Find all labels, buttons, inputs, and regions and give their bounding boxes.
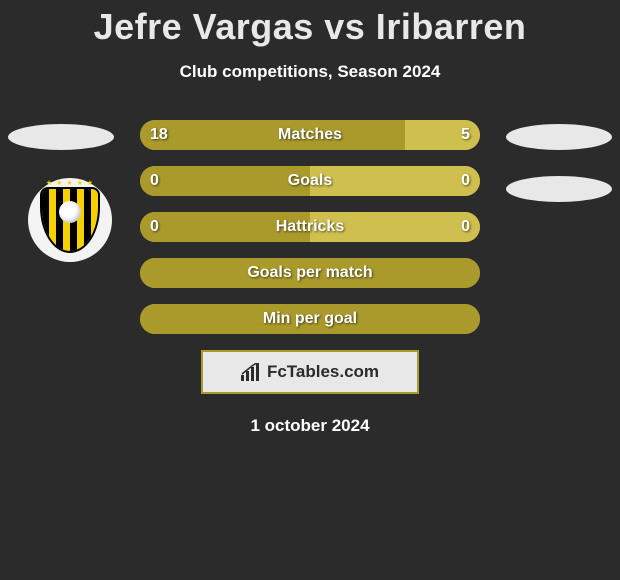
stat-label: Min per goal [140,304,480,334]
stat-row: Goals per match [0,258,620,288]
infographic-container: Jefre Vargas vs Iribarren Club competiti… [0,0,620,580]
date-label: 1 october 2024 [0,416,620,436]
stat-value-right: 0 [140,212,470,242]
stat-row: Min per goal [0,304,620,334]
stat-label: Goals per match [140,258,480,288]
subtitle: Club competitions, Season 2024 [0,62,620,82]
stat-row: Matches185 [0,120,620,150]
bar-chart-icon [241,363,263,381]
stat-row: Goals00 [0,166,620,196]
brand-text: FcTables.com [267,362,379,382]
stat-value-right: 0 [140,166,470,196]
brand-badge: FcTables.com [201,350,419,394]
stats-area: Matches185 Goals00 Hattricks00 Goals per ma… [0,120,620,334]
page-title: Jefre Vargas vs Iribarren [0,0,620,48]
stat-value-right: 5 [140,120,470,150]
stat-row: Hattricks00 [0,212,620,242]
